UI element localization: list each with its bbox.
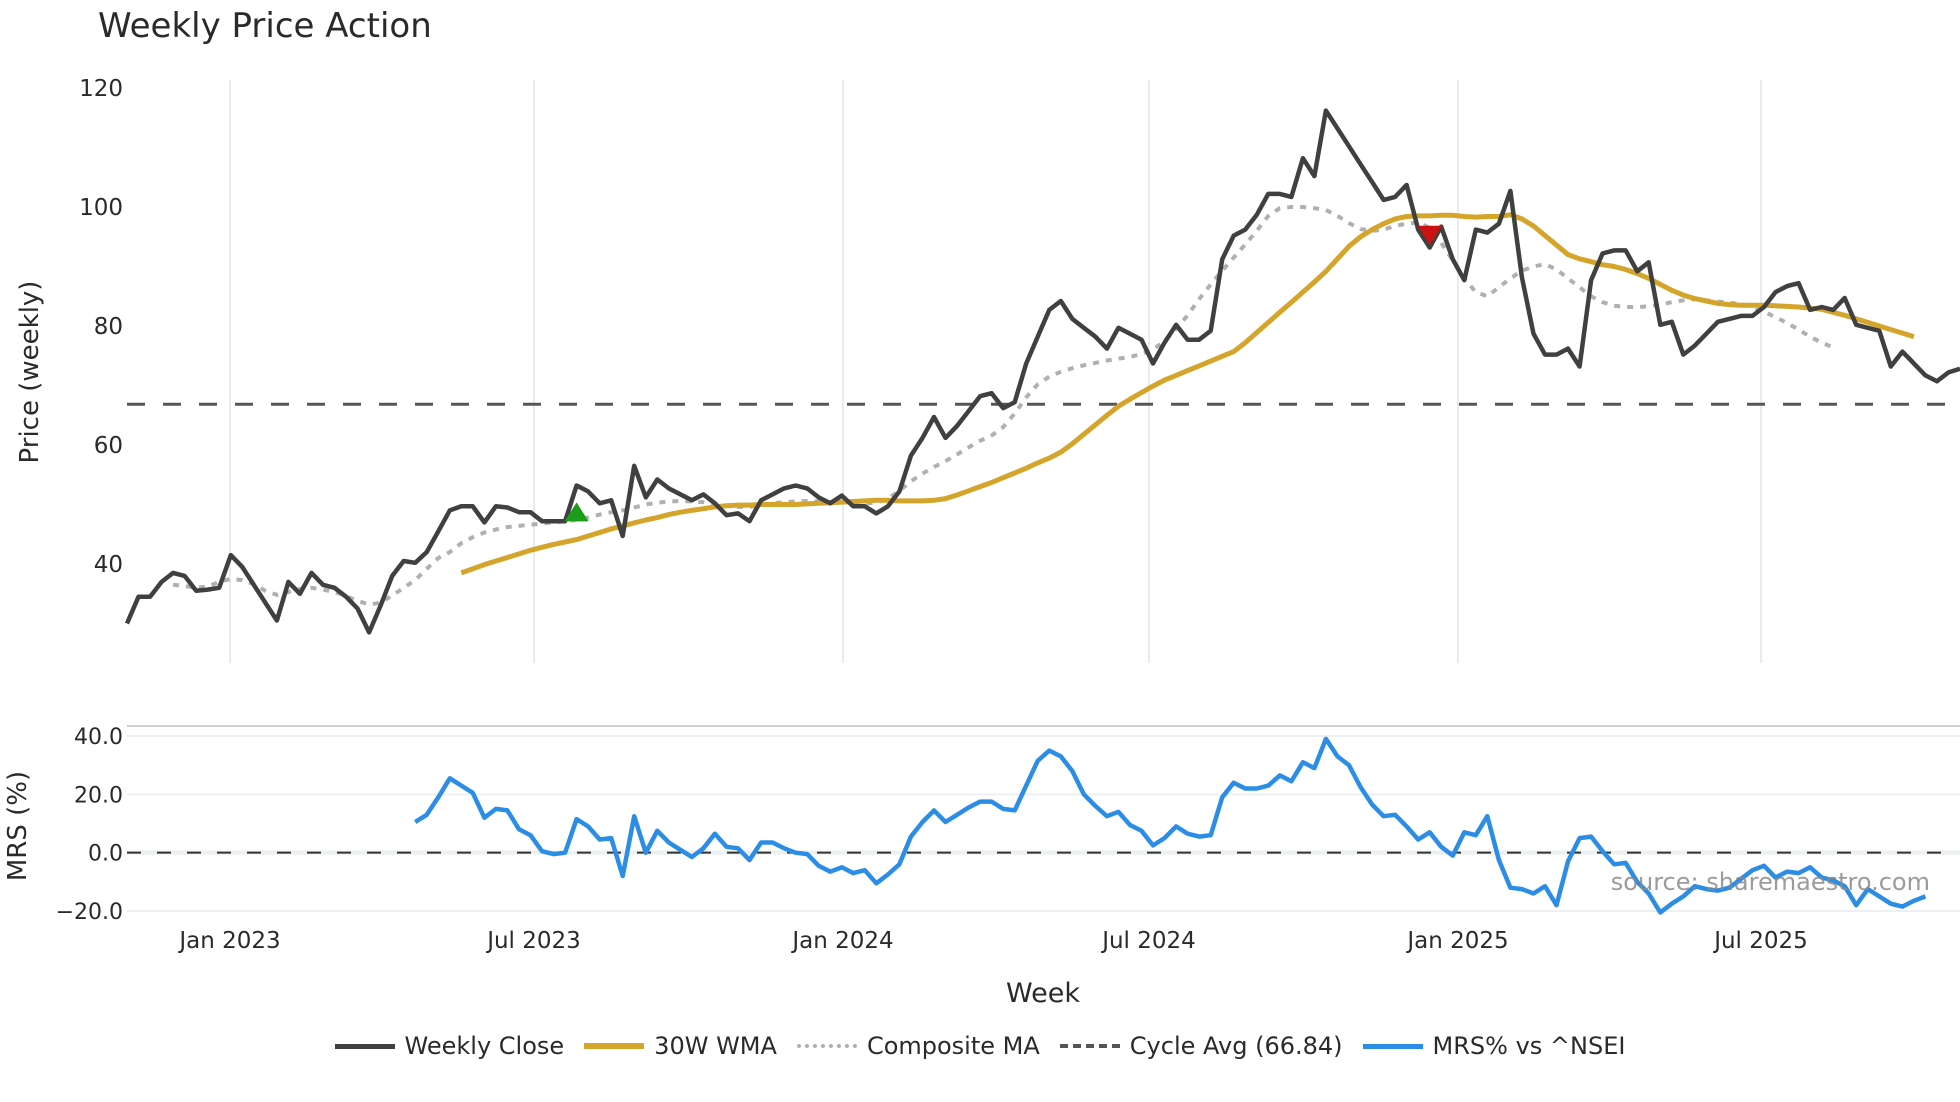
legend: Weekly Close 30W WMA Composite MA Cycle …	[0, 1032, 1960, 1060]
legend-label: Composite MA	[866, 1032, 1040, 1060]
chart-title: Weekly Price Action	[98, 6, 432, 46]
xtick-label: Jan 2024	[790, 928, 893, 954]
legend-item-cycle-avg[interactable]: Cycle Avg (66.84)	[1059, 1032, 1343, 1060]
cycle-avg-swatch-icon	[1059, 1044, 1120, 1048]
xtick-label: Jul 2025	[1712, 928, 1808, 954]
xtick-label: Jan 2025	[1405, 928, 1508, 954]
price-ytick-label: 40	[94, 552, 123, 578]
xtick-label: Jul 2024	[1100, 928, 1196, 954]
legend-item-composite-ma[interactable]: Composite MA	[796, 1032, 1040, 1060]
composite-ma-line	[172, 205, 1834, 607]
mrs-yaxis-label: MRS (%)	[3, 771, 33, 881]
xtick-label: Jan 2023	[177, 928, 280, 954]
xtick-label: Jul 2023	[485, 928, 581, 954]
price-yaxis-label: Price (weekly)	[15, 281, 45, 464]
legend-item-mrs[interactable]: MRS% vs ^NSEI	[1362, 1032, 1626, 1060]
xaxis-label: Week	[1006, 978, 1080, 1009]
wma-line	[460, 212, 1915, 576]
price-ytick-label: 100	[79, 195, 123, 221]
weekly-close-line	[124, 108, 1960, 635]
price-ytick-label: 60	[94, 433, 123, 459]
mrs-ytick-label: −20.0	[56, 900, 123, 925]
weekly-close-swatch-icon	[334, 1043, 395, 1049]
mrs-ytick-label: 40.0	[74, 725, 123, 750]
buy-signal-triangle-icon	[564, 502, 589, 522]
mrs-line	[414, 736, 1927, 915]
legend-item-30w-wma[interactable]: 30W WMA	[584, 1032, 777, 1060]
mrs-swatch-icon	[1362, 1043, 1423, 1049]
legend-label: 30W WMA	[654, 1032, 777, 1060]
source-watermark: source: sharemaestro.com	[1611, 868, 1930, 896]
legend-label: Cycle Avg (66.84)	[1129, 1032, 1343, 1060]
legend-label: Weekly Close	[404, 1032, 565, 1060]
sell-signal-triangle-icon	[1417, 225, 1442, 245]
mrs-ytick-label: 0.0	[88, 842, 123, 867]
price-ytick-label: 120	[79, 76, 123, 102]
legend-label: MRS% vs ^NSEI	[1432, 1032, 1626, 1060]
legend-item-weekly-close[interactable]: Weekly Close	[334, 1032, 565, 1060]
wma-swatch-icon	[584, 1043, 645, 1049]
price-ytick-label: 80	[94, 314, 123, 340]
mrs-ytick-label: 20.0	[74, 783, 123, 808]
composite-ma-swatch-icon	[796, 1044, 857, 1048]
